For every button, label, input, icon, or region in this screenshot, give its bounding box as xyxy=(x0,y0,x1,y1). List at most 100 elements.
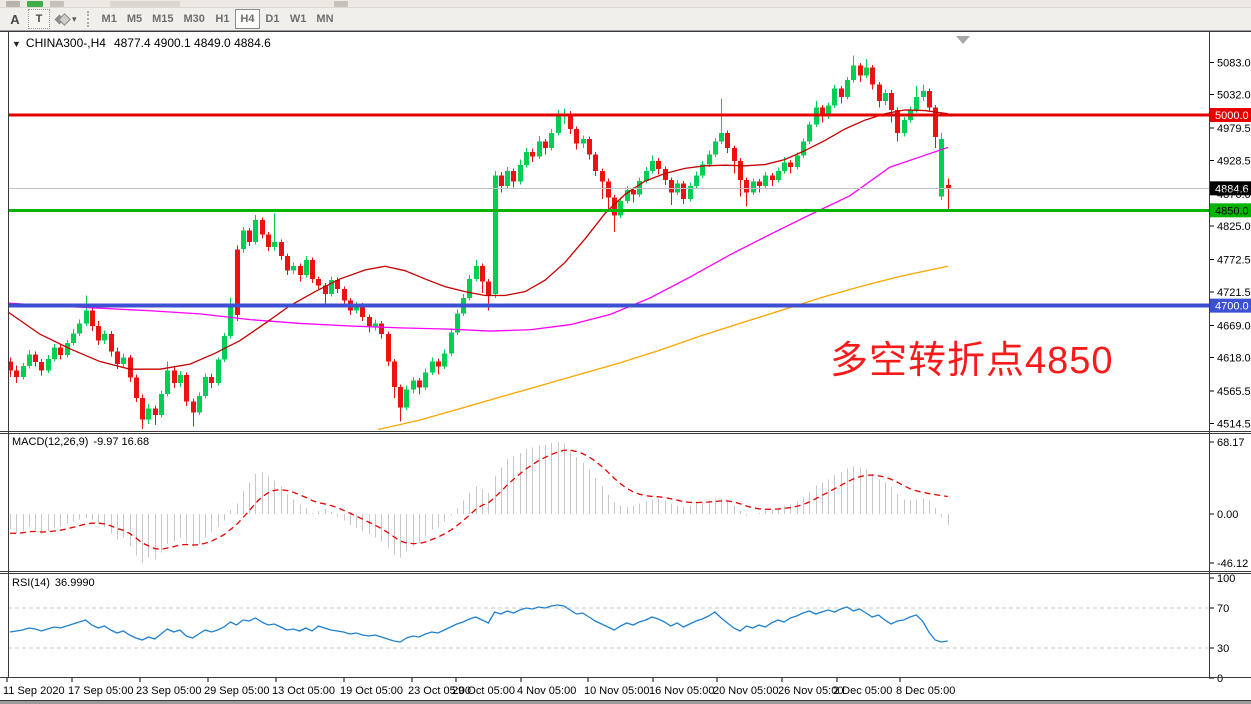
toolbar-separator xyxy=(86,11,92,27)
time-label: 16 Nov 05:00 xyxy=(649,685,714,697)
timeframe-button-m15[interactable]: M15 xyxy=(147,9,178,29)
cropped-toolbar-icon[interactable] xyxy=(334,1,348,7)
symbol-period: CHINA300-,H4 xyxy=(25,36,106,50)
timeframe-button-m30[interactable]: M30 xyxy=(179,9,210,29)
candle-body xyxy=(524,151,529,166)
candle-body xyxy=(644,170,649,182)
candle-body xyxy=(839,88,844,98)
time-label: 29 Sep 05:00 xyxy=(204,685,269,697)
chart-title: ▼ CHINA300-,H4 4877.4 4900.1 4849.0 4884.6 xyxy=(12,36,271,50)
time-label: 29 Oct 05:00 xyxy=(452,685,515,697)
candle-body xyxy=(228,305,233,337)
font-tool-button[interactable]: A xyxy=(4,9,26,29)
candle-body xyxy=(713,141,718,155)
macd-tick-label: -46.12 xyxy=(1217,558,1248,570)
candle-body xyxy=(65,343,70,356)
candle-body xyxy=(109,334,114,352)
candle-body xyxy=(146,408,151,420)
pane-border xyxy=(0,433,1251,434)
candle-body xyxy=(518,165,523,182)
candle-body xyxy=(625,189,630,201)
price-badge-label: 5000.0 xyxy=(1215,110,1249,122)
candle-body xyxy=(266,234,271,248)
candle-body xyxy=(480,266,485,282)
macd-tick-label: 0.00 xyxy=(1217,509,1238,521)
candle-body xyxy=(770,175,775,180)
collapse-icon[interactable]: ▼ xyxy=(12,39,21,49)
candle-body xyxy=(467,278,472,299)
macd-pane-surface[interactable] xyxy=(8,433,1209,571)
candle-body xyxy=(486,281,491,297)
candle-body xyxy=(260,219,265,235)
paint-dropdown-button[interactable]: ▾ xyxy=(52,9,81,29)
timeframe-button-h1[interactable]: H1 xyxy=(210,9,235,29)
candle-body xyxy=(77,323,82,334)
price-tick-label: 4979.5 xyxy=(1217,123,1251,135)
candle-body xyxy=(593,154,598,171)
timeframe-button-h4[interactable]: H4 xyxy=(234,9,260,29)
ma-mid-line xyxy=(7,146,949,332)
candle-body xyxy=(870,67,875,85)
candle-body xyxy=(115,351,120,365)
candle-body xyxy=(172,370,177,384)
candle-body xyxy=(52,347,57,360)
rsi-pane-surface[interactable] xyxy=(8,573,1209,677)
candle-body xyxy=(694,175,699,187)
time-scale-surface[interactable] xyxy=(0,677,1251,700)
candle-body xyxy=(744,179,749,193)
candle-body xyxy=(933,107,938,138)
candle-body xyxy=(732,148,737,161)
candle-body xyxy=(411,380,416,390)
timeframe-button-m5[interactable]: M5 xyxy=(122,9,147,29)
candle-body xyxy=(637,181,642,195)
candle-body xyxy=(430,361,435,373)
candle-body xyxy=(493,175,498,295)
pane-border xyxy=(0,701,1251,704)
candle-body xyxy=(707,154,712,165)
candle-body xyxy=(568,113,573,129)
cropped-toolbar-icon[interactable] xyxy=(6,1,20,7)
cropped-chart-icon[interactable] xyxy=(27,1,43,7)
rsi-name: RSI(14) xyxy=(12,577,50,589)
candle-body xyxy=(140,397,145,420)
candle-body xyxy=(650,160,655,171)
candle-body xyxy=(235,249,240,316)
candle-body xyxy=(241,230,246,250)
timeframe-button-w1[interactable]: W1 xyxy=(285,9,312,29)
pane-border xyxy=(0,573,1251,574)
ma-slow-line xyxy=(377,265,949,431)
candle-body xyxy=(436,361,441,367)
price-badge-label: 4850.0 xyxy=(1215,205,1249,217)
text-tool-button[interactable]: T xyxy=(28,9,50,29)
candle-body xyxy=(58,347,63,356)
price-scale-surface[interactable] xyxy=(1209,31,1251,677)
cropped-toolbar-icon[interactable] xyxy=(50,1,64,7)
time-label: 4 Nov 05:00 xyxy=(517,685,576,697)
candle-body xyxy=(33,354,38,363)
candle-body xyxy=(455,313,460,333)
timeframe-button-mn[interactable]: MN xyxy=(311,9,338,29)
candle-body xyxy=(663,169,668,180)
candle-body xyxy=(84,310,89,324)
chart-shift-marker-icon[interactable] xyxy=(956,36,970,44)
candle-body xyxy=(801,141,806,156)
rsi-tick-label: 30 xyxy=(1217,643,1229,655)
price-badge xyxy=(1210,203,1251,218)
candle-body xyxy=(197,395,202,413)
timeframe-button-d1[interactable]: D1 xyxy=(260,9,285,29)
candle-body xyxy=(184,374,189,402)
macd-values: -9.97 16.68 xyxy=(93,436,150,448)
candle-body xyxy=(247,230,252,243)
chart-annotation: 多空转折点4850 xyxy=(830,340,1114,382)
timeframe-button-m1[interactable]: M1 xyxy=(97,9,122,29)
time-label: 17 Sep 05:00 xyxy=(68,685,133,697)
candle-body xyxy=(159,393,164,415)
candle-body xyxy=(203,376,208,396)
price-tick-label: 4565.5 xyxy=(1217,386,1251,398)
candle-body xyxy=(153,408,158,415)
cropped-toolbar-icon[interactable] xyxy=(110,1,180,7)
candle-body xyxy=(688,186,693,199)
rsi-value: 36.9990 xyxy=(54,577,95,589)
candle-body xyxy=(902,120,907,133)
